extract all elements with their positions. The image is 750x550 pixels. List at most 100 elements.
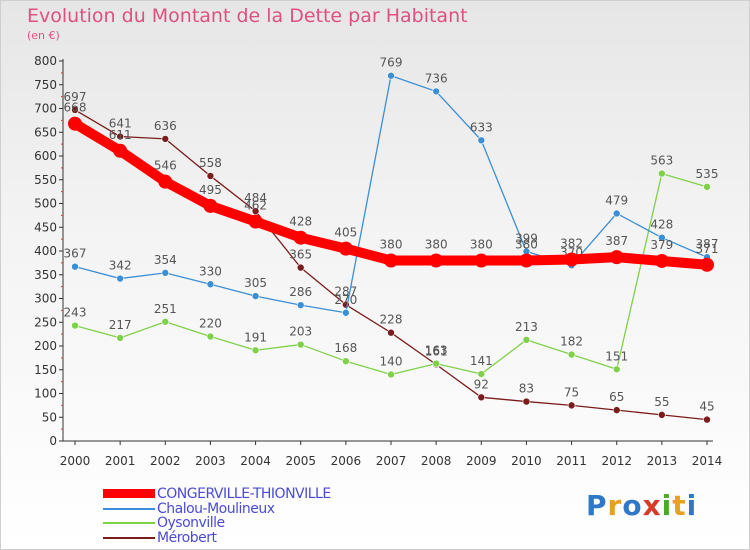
data-label: 371 — [696, 242, 719, 256]
x-tick-label: 2003 — [195, 454, 226, 468]
data-label: 161 — [425, 345, 448, 359]
y-tick-label: 0 — [49, 434, 57, 448]
data-point — [564, 252, 579, 267]
data-point — [429, 253, 444, 268]
data-point — [206, 172, 215, 180]
data-label: 220 — [199, 317, 222, 331]
y-tick-label: 100 — [34, 387, 57, 401]
data-label: 270 — [334, 293, 357, 307]
chart-unit-label: (en €) — [27, 29, 60, 42]
x-tick-label: 2006 — [331, 454, 362, 468]
y-tick-label: 350 — [34, 268, 57, 282]
y-tick-label: 50 — [42, 410, 57, 424]
legend-item-chalou: Chalou-Moulineux — [103, 500, 275, 517]
data-label: 380 — [515, 238, 538, 252]
x-tick-label: 2010 — [511, 454, 542, 468]
data-label: 75 — [564, 385, 579, 399]
data-point — [477, 370, 486, 378]
data-label: 342 — [109, 259, 132, 273]
proxiti-logo: Proxiti — [586, 489, 697, 522]
legend-label-chalou: Chalou-Moulineux — [157, 500, 275, 517]
data-point — [658, 169, 666, 178]
data-label: 203 — [289, 325, 312, 339]
data-label: 380 — [425, 238, 448, 252]
data-label: 213 — [515, 320, 538, 334]
data-point — [432, 359, 440, 368]
data-label: 217 — [109, 318, 132, 332]
data-point — [522, 336, 531, 344]
data-label: 387 — [696, 237, 719, 251]
data-label: 55 — [654, 395, 669, 409]
x-tick-label: 2011 — [556, 454, 587, 468]
y-tick-label: 750 — [34, 78, 57, 92]
logo-letter: o — [622, 489, 643, 522]
data-label: 151 — [605, 349, 628, 363]
legend-item-merobert: Mérobert — [103, 529, 217, 546]
data-label: 182 — [560, 335, 583, 349]
x-tick-label: 2007 — [376, 454, 407, 468]
data-point — [432, 87, 440, 96]
data-label: 668 — [64, 101, 87, 115]
data-label: 140 — [380, 355, 403, 369]
data-point — [387, 328, 395, 337]
legend-label-merobert: Mérobert — [157, 529, 217, 546]
data-label: 428 — [289, 215, 312, 229]
logo-letter: t — [672, 489, 687, 522]
data-label: 365 — [289, 248, 312, 262]
y-tick-label: 250 — [34, 315, 57, 329]
x-tick-label: 2001 — [105, 454, 136, 468]
data-point — [113, 143, 128, 158]
series-line-chalou — [345, 74, 708, 313]
data-point — [700, 257, 714, 272]
data-label: 636 — [154, 119, 177, 133]
logo-letter: x — [642, 489, 662, 522]
y-tick-label: 450 — [34, 220, 57, 234]
data-point — [251, 292, 260, 300]
x-tick-label: 2005 — [285, 454, 316, 468]
data-point — [567, 401, 576, 410]
data-point — [71, 321, 79, 330]
data-label: 535 — [696, 167, 719, 181]
data-point — [522, 397, 531, 406]
legend-item-oysonville: Oysonville — [103, 514, 225, 531]
y-tick-label: 400 — [34, 244, 57, 258]
legend-label-oysonville: Oysonville — [157, 514, 225, 531]
data-point — [474, 253, 489, 268]
data-point — [296, 301, 305, 309]
logo-letter: r — [607, 489, 623, 522]
data-point — [477, 136, 486, 145]
legend-swatch-oysonville — [103, 521, 155, 524]
data-label: 367 — [64, 247, 87, 261]
data-label: 641 — [109, 117, 132, 131]
legend-swatch-congerville — [103, 489, 155, 498]
data-point — [206, 280, 215, 289]
data-label: 65 — [609, 390, 624, 404]
data-label: 382 — [560, 237, 583, 251]
data-point — [703, 183, 711, 191]
data-label: 380 — [380, 238, 403, 252]
y-tick-label: 600 — [34, 149, 57, 163]
data-point — [296, 340, 305, 349]
data-label: 563 — [650, 154, 673, 168]
data-label: 611 — [109, 128, 132, 142]
data-point — [116, 274, 124, 283]
data-point — [519, 253, 534, 268]
data-label: 379 — [650, 238, 673, 252]
data-label: 251 — [154, 302, 177, 316]
data-label: 380 — [470, 238, 493, 252]
x-tick-label: 2014 — [692, 454, 723, 468]
data-label: 243 — [64, 306, 87, 320]
data-label: 287 — [334, 285, 357, 299]
data-label: 168 — [334, 341, 357, 355]
x-tick-label: 2013 — [647, 454, 678, 468]
data-point — [567, 350, 576, 359]
data-label: 163 — [425, 344, 448, 358]
data-point — [68, 116, 82, 131]
data-label: 399 — [515, 231, 538, 245]
data-label: 330 — [199, 264, 222, 278]
x-tick-label: 2002 — [150, 454, 181, 468]
x-tick-label: 2012 — [601, 454, 632, 468]
data-point — [384, 253, 398, 268]
y-tick-label: 700 — [34, 102, 57, 116]
